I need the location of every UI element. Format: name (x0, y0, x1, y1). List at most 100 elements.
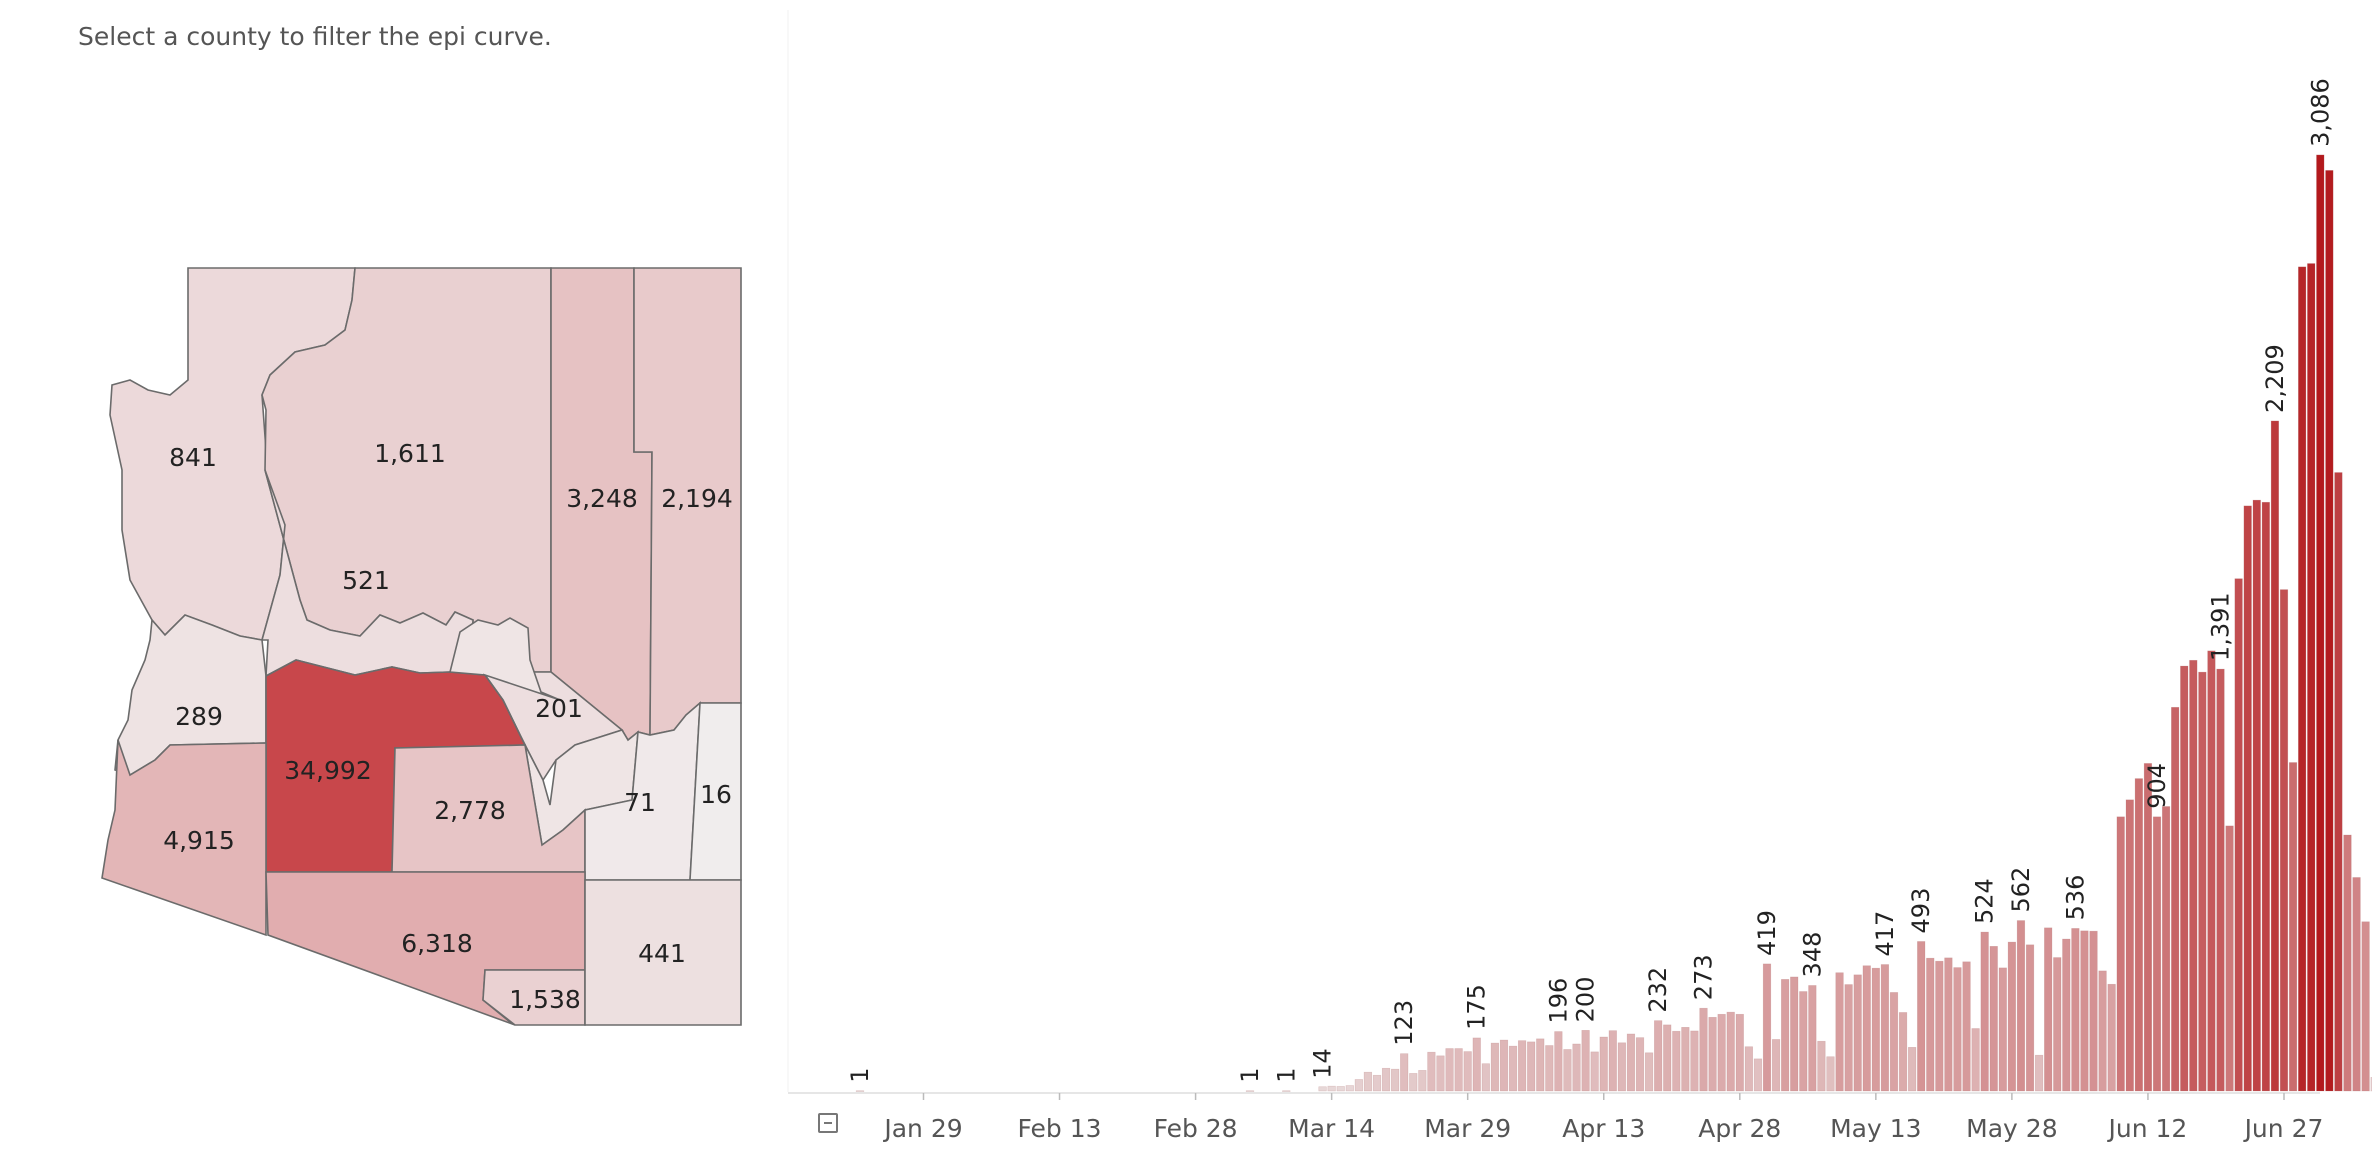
bar[interactable] (1363, 1071, 1373, 1092)
bar[interactable] (2207, 650, 2216, 1092)
bar[interactable] (1463, 1051, 1472, 1092)
bar[interactable] (1372, 1074, 1382, 1092)
bar[interactable] (2198, 671, 2207, 1092)
bar[interactable] (2225, 825, 2234, 1092)
bar[interactable] (1282, 1090, 1291, 1092)
bar[interactable] (2125, 799, 2134, 1092)
bar[interactable] (1980, 931, 1989, 1092)
bar[interactable] (2143, 763, 2153, 1092)
bar[interactable] (1508, 1045, 1518, 1092)
bar[interactable] (855, 1090, 865, 1092)
bar[interactable] (2107, 983, 2116, 1092)
bar[interactable] (1581, 1030, 1590, 1092)
bar[interactable] (1445, 1048, 1454, 1092)
bar[interactable] (1699, 1007, 1708, 1092)
bar[interactable] (2116, 816, 2125, 1092)
bar[interactable] (1735, 1013, 1744, 1092)
bar[interactable] (1617, 1042, 1626, 1092)
bar[interactable] (1536, 1038, 1545, 1092)
bar[interactable] (1381, 1067, 1391, 1092)
bar[interactable] (2098, 970, 2107, 1092)
bar[interactable] (1635, 1037, 1645, 1092)
bar[interactable] (1862, 965, 1871, 1092)
bar[interactable] (2243, 505, 2252, 1092)
bar[interactable] (1400, 1053, 1409, 1092)
bar[interactable] (1327, 1085, 1336, 1092)
bar[interactable] (2234, 578, 2243, 1092)
bar[interactable] (2025, 944, 2035, 1092)
bar[interactable] (1436, 1055, 1445, 1092)
bar[interactable] (1926, 957, 1935, 1092)
collapse-axis-button[interactable] (818, 1113, 838, 1133)
bar[interactable] (2288, 762, 2298, 1092)
bar[interactable] (1454, 1048, 1463, 1092)
bar[interactable] (1717, 1013, 1726, 1092)
bar[interactable] (1626, 1033, 1636, 1092)
bar[interactable] (1572, 1043, 1581, 1092)
bar[interactable] (2370, 1077, 2372, 1092)
bar[interactable] (1744, 1046, 1753, 1092)
bar[interactable] (1590, 1051, 1599, 1092)
bar[interactable] (1944, 957, 1953, 1092)
bar[interactable] (1481, 1063, 1490, 1092)
graham-county[interactable] (584, 701, 701, 881)
bar[interactable] (1998, 967, 2007, 1092)
bar[interactable] (2252, 499, 2261, 1092)
bar[interactable] (1599, 1036, 1608, 1092)
bar[interactable] (2298, 266, 2307, 1092)
bar[interactable] (2044, 927, 2053, 1092)
bar[interactable] (1427, 1051, 1436, 1092)
bar[interactable] (2279, 589, 2289, 1092)
bar[interactable] (2007, 941, 2016, 1092)
bar[interactable] (1527, 1041, 1536, 1092)
bar[interactable] (2089, 930, 2098, 1092)
bar[interactable] (1898, 1012, 1908, 1092)
bar[interactable] (1871, 967, 1880, 1092)
bar[interactable] (1708, 1016, 1717, 1092)
bar[interactable] (1835, 972, 1844, 1092)
bar[interactable] (1336, 1086, 1345, 1092)
bar[interactable] (2062, 938, 2071, 1092)
bar[interactable] (1790, 976, 1799, 1092)
cochise-county[interactable] (584, 879, 742, 1026)
bar[interactable] (2343, 834, 2352, 1092)
bar[interactable] (1318, 1086, 1327, 1092)
bar[interactable] (1844, 984, 1853, 1092)
bar[interactable] (1690, 1030, 1699, 1092)
bar[interactable] (2189, 659, 2198, 1092)
bar[interactable] (1663, 1024, 1672, 1092)
bar[interactable] (1545, 1045, 1554, 1092)
bar[interactable] (1781, 979, 1790, 1092)
bar[interactable] (1354, 1079, 1363, 1092)
bar[interactable] (1799, 991, 1808, 1092)
bar[interactable] (2334, 472, 2343, 1092)
bar[interactable] (1672, 1030, 1681, 1092)
bar[interactable] (1908, 1047, 1917, 1092)
bar[interactable] (1563, 1049, 1572, 1092)
bar[interactable] (1753, 1058, 1763, 1092)
bar[interactable] (2352, 877, 2361, 1092)
bar[interactable] (2171, 706, 2180, 1092)
bar[interactable] (2161, 806, 2171, 1092)
bar[interactable] (2361, 921, 2370, 1092)
bar[interactable] (1935, 960, 1944, 1092)
santa-cruz-county[interactable] (482, 969, 586, 1026)
bar[interactable] (1989, 946, 1998, 1092)
bar[interactable] (2180, 665, 2189, 1092)
bar[interactable] (1654, 1020, 1663, 1092)
bar[interactable] (2270, 420, 2280, 1092)
bar[interactable] (2016, 920, 2026, 1092)
bar[interactable] (1345, 1085, 1354, 1092)
bar[interactable] (1953, 967, 1962, 1092)
bar[interactable] (1681, 1027, 1690, 1092)
bar[interactable] (1971, 1028, 1980, 1092)
bar[interactable] (1917, 941, 1926, 1092)
bar[interactable] (1418, 1070, 1427, 1092)
bar[interactable] (2152, 816, 2162, 1092)
bar[interactable] (1409, 1073, 1418, 1092)
bar[interactable] (2071, 928, 2080, 1092)
bar[interactable] (2261, 501, 2270, 1092)
bar[interactable] (1391, 1068, 1400, 1092)
bar[interactable] (2053, 957, 2062, 1092)
bar[interactable] (1490, 1042, 1499, 1092)
